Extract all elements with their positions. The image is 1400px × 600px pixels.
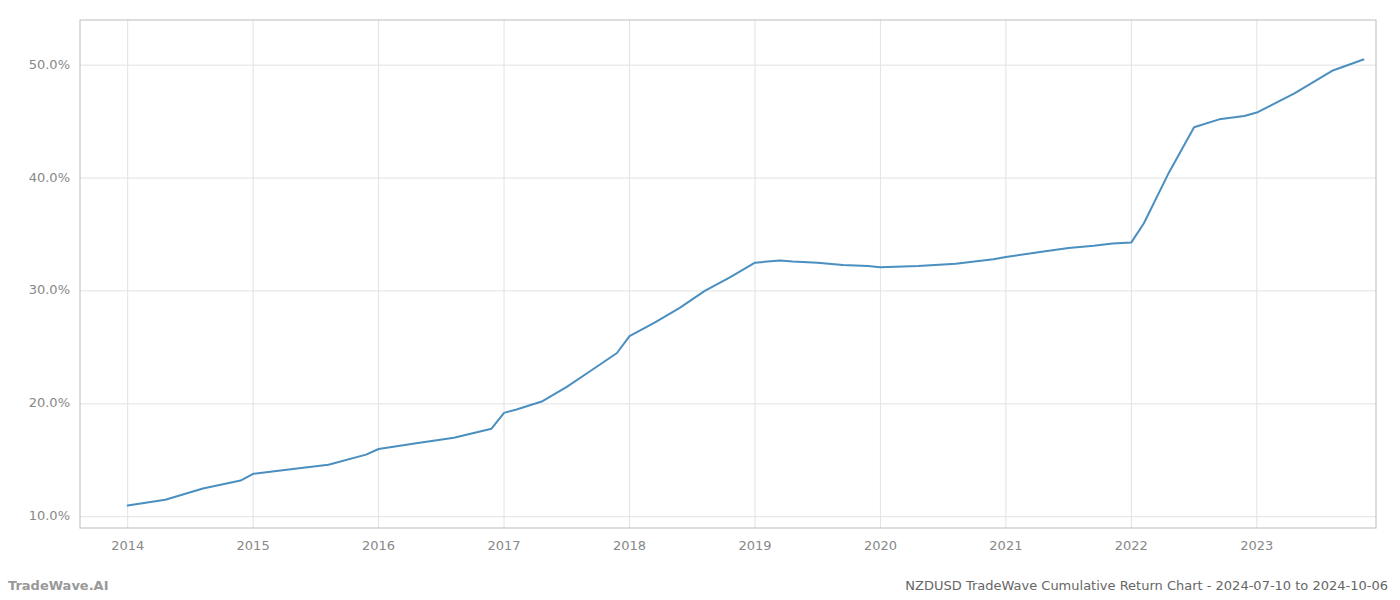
x-grid-line xyxy=(1256,20,1257,528)
x-tick-label: 2021 xyxy=(989,538,1022,553)
y-grid-line xyxy=(80,290,1376,291)
x-grid-line xyxy=(629,20,630,528)
x-grid-line xyxy=(880,20,881,528)
x-tick-label: 2017 xyxy=(488,538,521,553)
x-grid-line xyxy=(1131,20,1132,528)
title: NZDUSD TradeWave Cumulative Return Chart… xyxy=(905,578,1388,593)
x-grid-line xyxy=(253,20,254,528)
x-tick-label: 2015 xyxy=(237,538,270,553)
watermark: TradeWave.AI xyxy=(8,578,109,593)
x-tick-label: 2019 xyxy=(738,538,771,553)
y-tick-label: 30.0% xyxy=(29,282,70,297)
x-grid-line xyxy=(504,20,505,528)
grid xyxy=(80,20,1376,528)
y-tick-label: 20.0% xyxy=(29,395,70,410)
y-tick-label: 50.0% xyxy=(29,57,70,72)
x-tick-label: 2018 xyxy=(613,538,646,553)
x-tick-label: 2020 xyxy=(864,538,897,553)
x-tick-label: 2023 xyxy=(1240,538,1273,553)
line xyxy=(128,60,1364,506)
x-tick-label: 2016 xyxy=(362,538,395,553)
y-grid-line xyxy=(80,516,1376,517)
y-grid-line xyxy=(80,403,1376,404)
x-grid-line xyxy=(754,20,755,528)
x-tick-label: 2022 xyxy=(1115,538,1148,553)
chart: 10.0% 20.0% 30.0% 40.0% 50.0% 2014 2015 2016 201… xyxy=(0,0,1400,600)
y-grid-line xyxy=(80,178,1376,179)
data-group xyxy=(128,60,1364,506)
x-grid-line xyxy=(127,20,128,528)
y-tick-label: 10.0% xyxy=(29,508,70,523)
plot-frame xyxy=(80,20,1376,528)
x-tick-label: 2014 xyxy=(111,538,144,553)
x-grid-line xyxy=(1005,20,1006,528)
y-grid-line xyxy=(80,65,1376,66)
x-grid-line xyxy=(378,20,379,528)
y-tick-label: 40.0% xyxy=(29,170,70,185)
